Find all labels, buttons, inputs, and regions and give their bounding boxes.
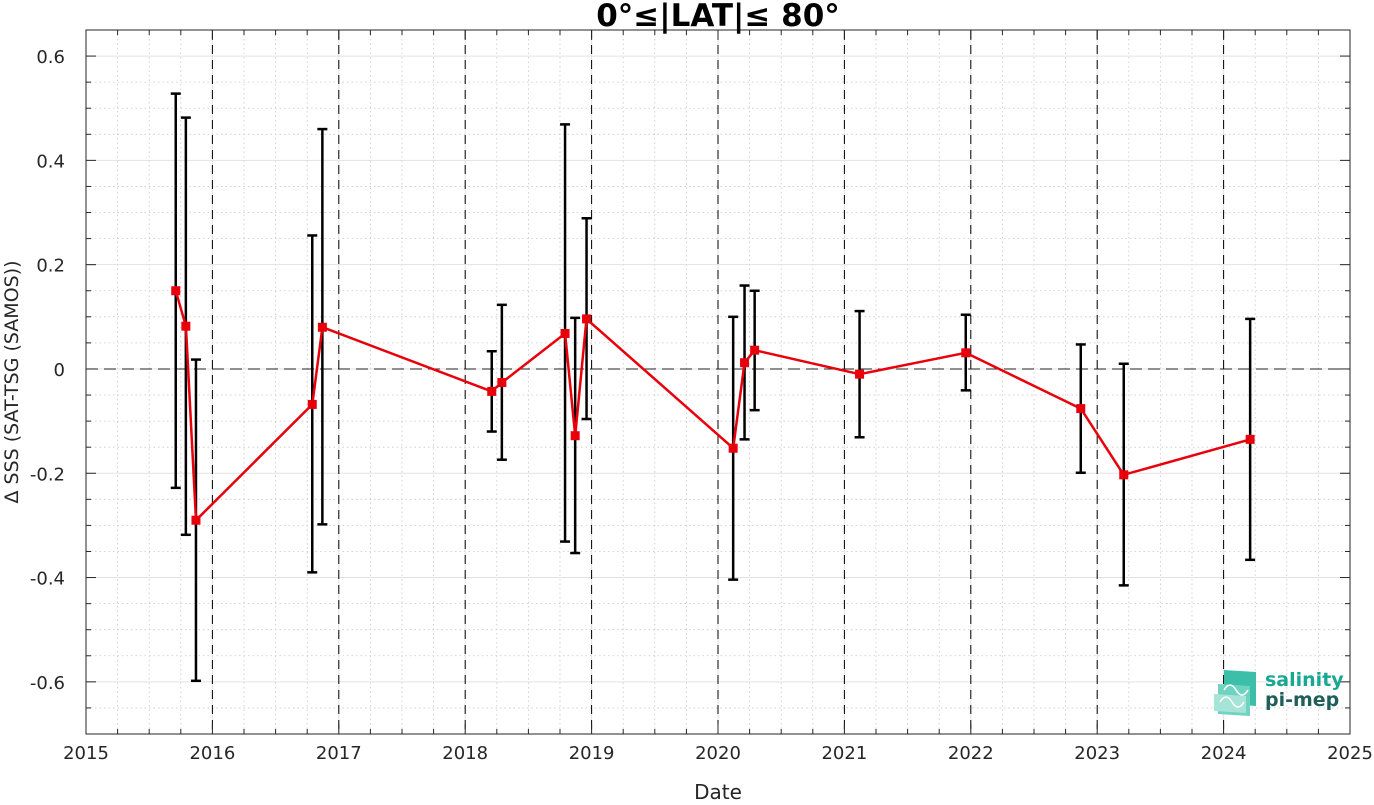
data-point-marker: [191, 515, 201, 525]
plot-frame: [85, 29, 1351, 735]
y-axis-label: Δ SSS (SAT-TSG (SAMOS)): [1, 260, 23, 503]
x-tick-label: 2023: [1074, 743, 1120, 764]
data-point-marker: [855, 369, 865, 379]
x-tick-label: 2019: [569, 743, 615, 764]
data-point-marker: [728, 443, 738, 453]
salinity-pi-mep-logo: salinity pi-mep: [1214, 669, 1344, 716]
data-point-marker: [961, 348, 971, 358]
x-tick-label: 2018: [442, 743, 488, 764]
data-point-marker: [487, 386, 497, 396]
data-point-marker: [750, 345, 760, 355]
x-tick-label: 2025: [1327, 743, 1373, 764]
x-tick-label: 2016: [189, 743, 235, 764]
y-tick-label: 0.2: [36, 256, 65, 277]
series-markers: [171, 286, 1255, 525]
data-point-marker: [1245, 434, 1255, 444]
minor-grid: [86, 29, 1350, 734]
y-tick-label: 0.6: [36, 47, 65, 68]
data-point-marker: [582, 314, 592, 324]
data-point-marker: [1119, 470, 1129, 480]
x-tick-labels: 2015 2016 2017 2018 2019 2020 2021 2022 2023 2024…: [63, 743, 1373, 764]
x-tick-label: 2024: [1201, 743, 1247, 764]
data-point-marker: [1076, 404, 1086, 414]
data-point-marker: [171, 286, 181, 296]
y-tick-labels: -0.6 -0.4 -0.2 0 0.2 0.4 0.6: [30, 47, 65, 694]
y-tick-label: -0.4: [30, 569, 65, 590]
x-tick-label: 2017: [316, 743, 362, 764]
x-tick-label: 2015: [63, 743, 109, 764]
x-tick-label: 2022: [948, 743, 994, 764]
x-tick-label: 2020: [695, 743, 741, 764]
logo-word-salinity: salinity: [1265, 669, 1344, 691]
series-line: [174, 290, 1251, 522]
data-point-marker: [740, 358, 750, 368]
data-point-marker: [570, 431, 580, 441]
series-line-group: [174, 290, 1251, 522]
y-tick-label: -0.2: [30, 464, 65, 485]
x-axis-label: Date: [694, 780, 742, 801]
y-tick-label: 0: [54, 360, 65, 381]
data-point-marker: [497, 378, 507, 388]
data-point-marker: [181, 321, 191, 331]
logo-word-pi-mep: pi-mep: [1265, 689, 1339, 711]
x-tick-label: 2021: [821, 743, 867, 764]
y-tick-label: 0.4: [36, 151, 65, 172]
data-point-marker: [307, 399, 317, 409]
y-tick-label: -0.6: [30, 673, 65, 694]
wave-logo-icon: [1214, 670, 1256, 716]
data-point-marker: [317, 322, 327, 332]
data-point-marker: [560, 329, 570, 339]
chart-title: 0°≤|LAT|≤ 80°: [596, 0, 840, 34]
